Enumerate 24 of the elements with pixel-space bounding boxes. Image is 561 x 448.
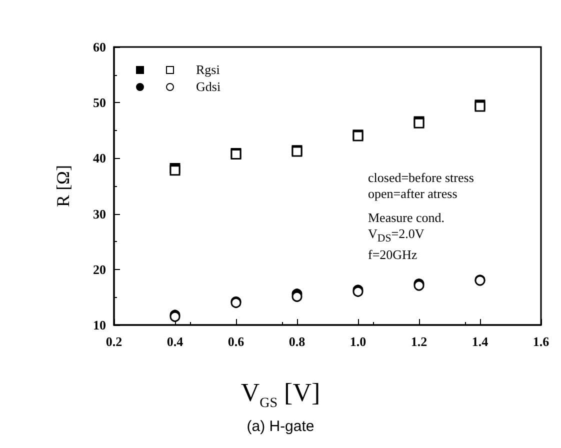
annotation: V$_{DS}$=2.0V: [368, 226, 426, 247]
y-tick-label: 30: [93, 206, 106, 222]
text: (a) H-gate: [246, 418, 316, 435]
y-tick-label: 50: [93, 95, 106, 110]
annotation: closed=before stress: [368, 170, 474, 186]
y-tick-label: 60: [93, 40, 106, 54]
y-tick-label: 10: [93, 318, 106, 332]
annotation: Measure cond.: [368, 210, 446, 226]
x-tick-label: 1.4: [472, 334, 489, 349]
annotation: f=20GHz: [368, 246, 418, 263]
annotation: open=after atress: [368, 186, 458, 202]
y-tick-label: 40: [93, 150, 106, 166]
x-tick-label: 0.4: [166, 334, 184, 349]
legend-label: Gdsi: [196, 78, 221, 94]
x-tick-label: 0.2: [106, 334, 122, 349]
x-axis-title: V$_{GS}$ [V]: [240, 378, 322, 412]
legend-label: Rgsi: [196, 62, 220, 78]
x-tick-label: 0.8: [288, 334, 306, 349]
x-tick-label: 0.6: [228, 334, 245, 349]
x-tick-label: 1.2: [410, 334, 428, 349]
x-tick-label: 1.6: [532, 334, 550, 349]
x-tick-label: 1.0: [350, 334, 366, 349]
y-axis-title: R [Ω]: [53, 165, 73, 207]
y-tick-label: 20: [93, 262, 106, 277]
